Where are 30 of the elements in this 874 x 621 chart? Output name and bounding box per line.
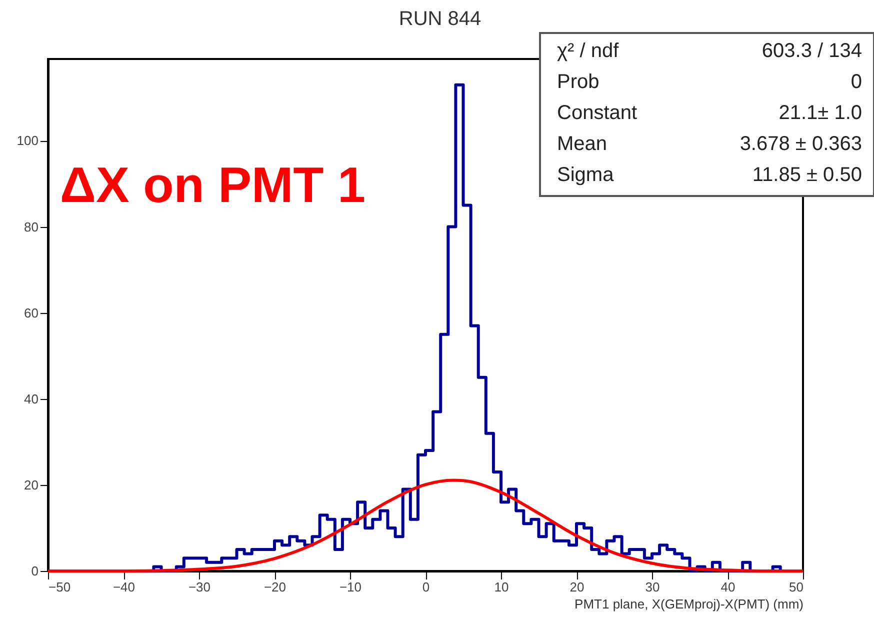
x-tick-label: 0 <box>422 580 430 594</box>
x-tick-label: 10 <box>494 580 509 594</box>
x-axis-title: PMT1 plane, X(GEMproj)-X(PMT) (mm) <box>574 596 804 612</box>
text: 0 <box>850 71 862 93</box>
chart-title: RUN 844 <box>398 8 482 30</box>
y-tick-label: 40 <box>24 391 38 406</box>
annotation: Mean <box>557 133 608 155</box>
annotation: 21.1± 1.0 <box>778 102 862 124</box>
annotation: Prob <box>557 71 600 93</box>
x-tick-label: −40 <box>112 580 136 594</box>
y-tick-label: 20 <box>24 477 38 492</box>
x-tick-label: 50 <box>789 580 804 594</box>
y-tick-label: 0 <box>31 564 38 578</box>
annotation: χ² / ndf <box>557 40 620 62</box>
y-tick-label: 80 <box>24 219 38 234</box>
x-tick-label: −30 <box>188 580 211 594</box>
x-tick-label: −50 <box>48 580 71 594</box>
y-tick-label: 100 <box>16 133 38 148</box>
x-tick-label: 20 <box>570 580 584 594</box>
x-tick-label: −20 <box>264 580 286 594</box>
x-tick-label: 40 <box>720 580 736 594</box>
annotation: 3.678 ± 0.363 <box>740 133 862 155</box>
x-tick-label: −10 <box>339 580 362 594</box>
y-tick-label: 60 <box>24 305 38 320</box>
annotation: 11.85 ± 0.50 <box>752 164 862 186</box>
annotation: ΔX on PMT 1 <box>60 157 366 213</box>
annotation: Constant <box>557 102 638 124</box>
x-tick-label: 30 <box>645 580 660 594</box>
annotation: 603.3 / 134 <box>762 40 862 62</box>
annotation: Sigma <box>557 164 615 186</box>
